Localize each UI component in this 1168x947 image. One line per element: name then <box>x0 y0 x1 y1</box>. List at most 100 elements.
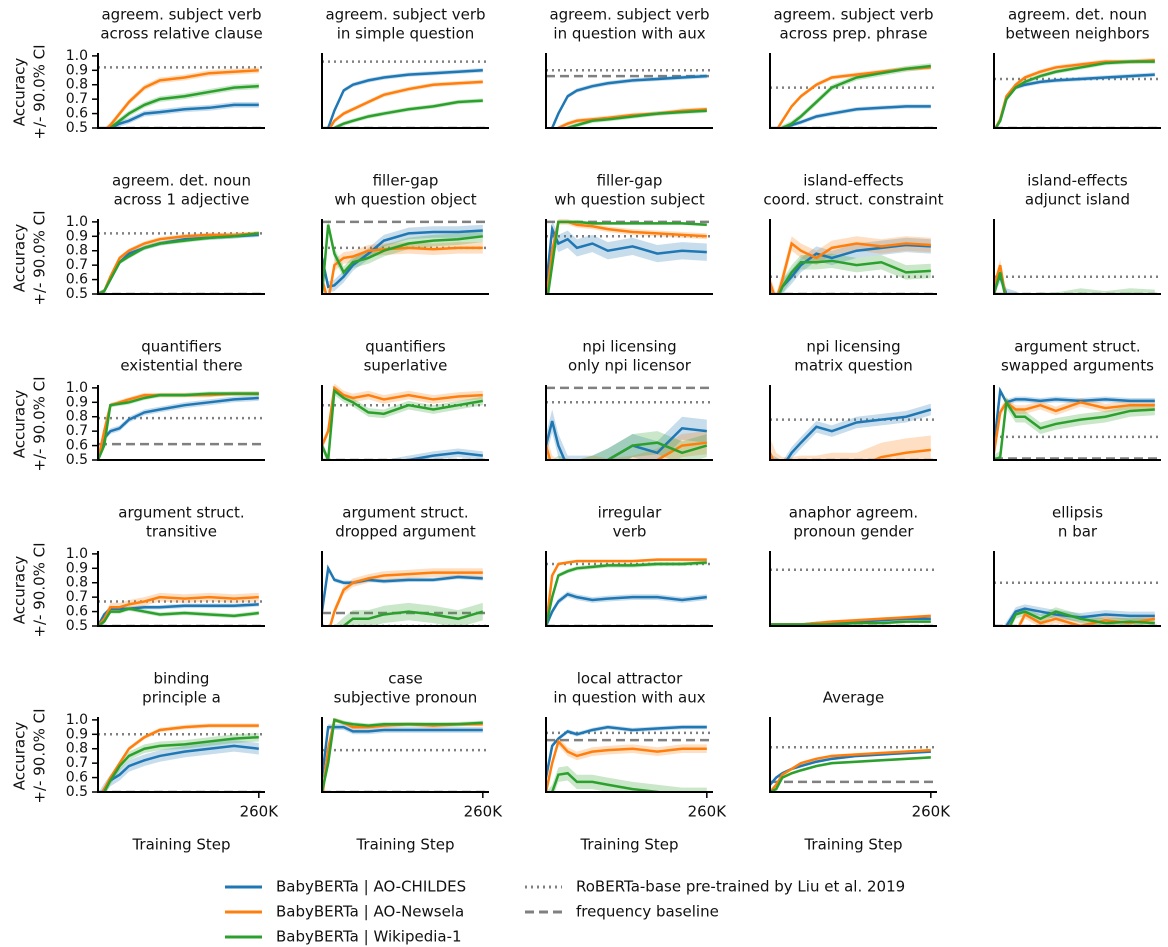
series-line <box>98 233 259 295</box>
plot-area <box>322 564 489 627</box>
subplot-title: matrix question <box>794 357 912 375</box>
ci-band <box>546 591 707 627</box>
ci-band <box>322 602 483 627</box>
series-line <box>1004 607 1155 627</box>
subplot-title: wh question object <box>334 191 476 209</box>
series-line <box>994 398 1155 461</box>
series-line <box>770 259 931 295</box>
series-line <box>322 388 484 461</box>
subplot-title: quantifiers <box>141 338 222 356</box>
subplot-title: agreem. subject verb <box>549 6 709 24</box>
subplot-title: wh question subject <box>554 191 705 209</box>
y-tick-label: 0.5 <box>66 618 88 634</box>
series-line <box>322 718 483 793</box>
series-line <box>778 105 931 129</box>
y-tick-label: 0.7 <box>66 423 88 439</box>
y-axis-label: Accuracy <box>11 390 29 459</box>
series-line <box>322 385 483 447</box>
subplot-title: argument struct. <box>118 504 244 522</box>
plot-area <box>322 60 489 129</box>
subplot-title: dropped argument <box>335 523 476 541</box>
ci-band <box>98 740 259 793</box>
ci-band <box>322 383 483 450</box>
series-line <box>770 748 931 793</box>
subplot-title: existential there <box>120 357 242 375</box>
series-line <box>546 441 707 461</box>
y-axis-label: +/- 90.0% CI <box>31 210 49 305</box>
series-line <box>770 756 931 793</box>
ci-band <box>546 409 707 461</box>
ci-band <box>325 68 483 129</box>
ci-band <box>546 220 707 295</box>
series-line <box>98 392 259 461</box>
series-line <box>322 571 483 627</box>
y-tick-label: 0.5 <box>66 286 88 302</box>
series-line <box>770 620 931 626</box>
subplot-title: binding <box>154 670 210 688</box>
subplot-title: swapped arguments <box>1001 357 1154 375</box>
y-tick-label: 0.6 <box>66 770 88 786</box>
plot-area <box>546 69 713 129</box>
plot-area <box>322 383 489 461</box>
series-line <box>994 400 1155 453</box>
series-line <box>106 103 259 129</box>
ci-band <box>994 270 1148 295</box>
y-tick-label: 0.6 <box>66 106 88 122</box>
y-tick-label: 0.9 <box>66 62 88 78</box>
y-axis-label: +/- 90.0% CI <box>31 376 49 471</box>
subplot-title: transitive <box>146 523 217 541</box>
subplot-title: between neighbors <box>1005 25 1149 43</box>
y-tick-label: 0.9 <box>66 394 88 410</box>
subplot-title: adjunct island <box>1025 191 1130 209</box>
ci-band <box>546 766 707 793</box>
y-axis-label: Accuracy <box>11 58 29 127</box>
plot-area <box>322 219 489 295</box>
subplot-title: across relative clause <box>100 25 262 43</box>
series-line <box>322 725 483 778</box>
ci-band <box>770 236 931 295</box>
y-axis-label: +/- 90.0% CI <box>31 708 49 803</box>
y-tick-label: 1.0 <box>66 380 88 396</box>
y-tick-label: 0.7 <box>66 257 88 273</box>
y-axis-label: Accuracy <box>11 722 29 791</box>
series-line <box>546 220 707 295</box>
plot-area <box>98 66 265 129</box>
plot-area <box>994 259 1161 295</box>
series-line <box>330 99 483 129</box>
y-tick-label: 0.7 <box>66 755 88 771</box>
subplot-title: pronoun gender <box>793 523 914 541</box>
series-line <box>994 264 1007 295</box>
subplot-title: irregular <box>598 504 663 522</box>
y-tick-label: 0.7 <box>66 91 88 107</box>
subplot-title: argument struct. <box>342 504 468 522</box>
series-line <box>602 441 708 461</box>
subplot-title: principle a <box>142 689 221 707</box>
plot-area <box>994 58 1161 129</box>
ci-band <box>99 732 259 793</box>
subplot-title: filler-gap <box>373 172 439 190</box>
subplot-title: subjective pronoun <box>334 689 478 707</box>
series-line <box>98 595 259 627</box>
ci-band <box>770 755 931 793</box>
series-line <box>546 420 707 461</box>
series-line <box>546 558 707 627</box>
plot-area <box>546 724 713 793</box>
ci-band <box>994 387 1155 449</box>
y-tick-label: 1.0 <box>66 712 88 728</box>
plot-area <box>322 717 489 793</box>
plot-area <box>770 403 937 461</box>
ci-band <box>994 58 1155 129</box>
series-line <box>770 448 931 461</box>
ci-band <box>994 259 1024 295</box>
plot-area <box>770 236 937 295</box>
y-tick-label: 1.0 <box>66 48 88 64</box>
x-axis-label: Training Step <box>355 836 454 854</box>
series-line <box>100 724 259 793</box>
x-axis-label: Training Step <box>131 836 230 854</box>
plot-area <box>546 386 713 461</box>
series-line <box>770 241 931 295</box>
y-tick-label: 1.0 <box>66 214 88 230</box>
subplot-title: local attractor <box>577 670 683 688</box>
ci-band <box>322 724 483 781</box>
subplot-title: npi licensing <box>806 338 900 356</box>
